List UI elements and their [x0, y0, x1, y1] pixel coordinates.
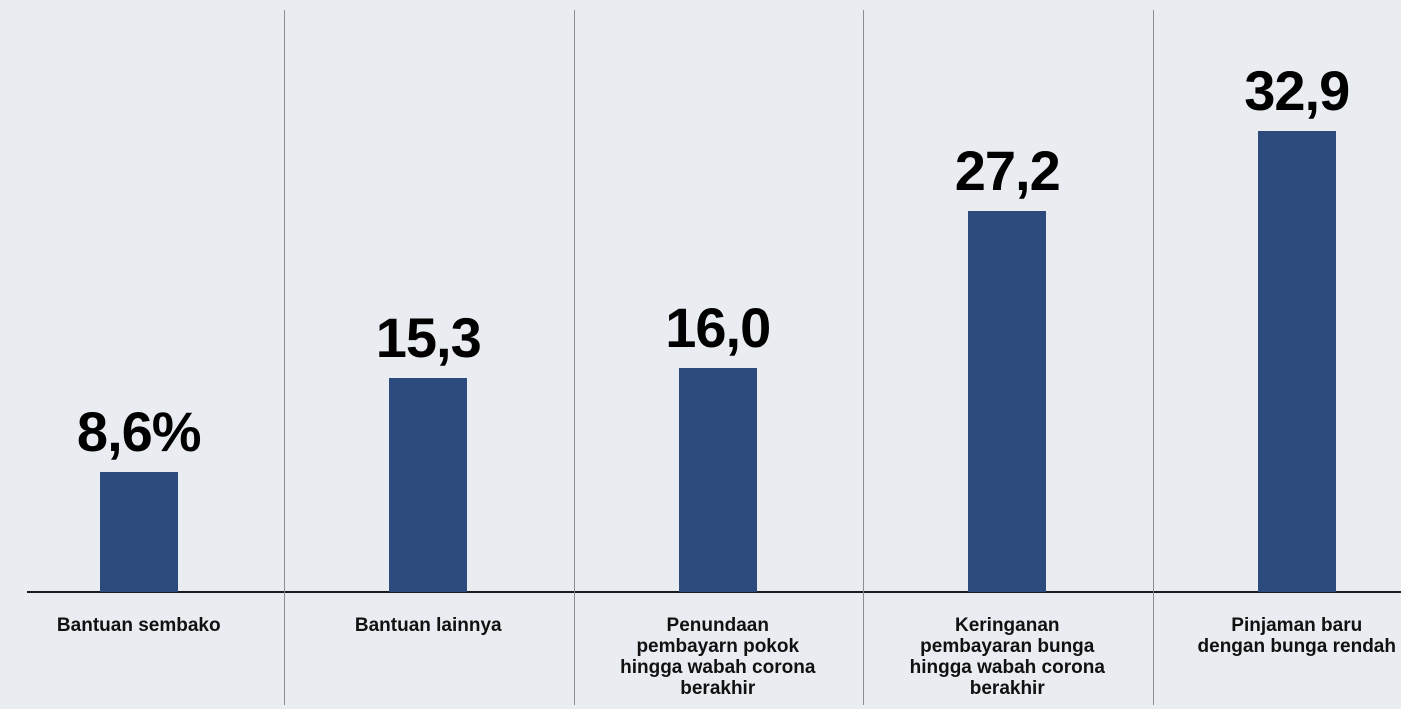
- x-tick-label: Keringanan pembayaran bunga hingga wabah…: [909, 615, 1105, 699]
- baseline: [27, 591, 1401, 593]
- x-tick-label: Penundaan pembayarn pokok hingga wabah c…: [620, 615, 816, 699]
- x-tick-label: Bantuan sembako: [56, 615, 221, 636]
- value-label: 27,2: [954, 139, 1061, 203]
- bar: [678, 368, 757, 592]
- bar: [1257, 131, 1336, 592]
- x-tick-label: Pinjaman baru dengan bunga rendah: [1197, 615, 1396, 657]
- divider: [863, 10, 864, 705]
- value-label: 8,6%: [76, 399, 202, 463]
- bar: [968, 211, 1047, 592]
- divider: [573, 10, 575, 705]
- x-tick-label: Bantuan lainnya: [354, 615, 502, 636]
- value-label: 32,9: [1244, 59, 1350, 123]
- bar: [389, 377, 468, 592]
- value-label: 16,0: [665, 296, 771, 359]
- value-label: 15,3: [375, 305, 482, 369]
- divider: [284, 10, 285, 705]
- divider: [1152, 10, 1154, 705]
- bar: [99, 471, 178, 592]
